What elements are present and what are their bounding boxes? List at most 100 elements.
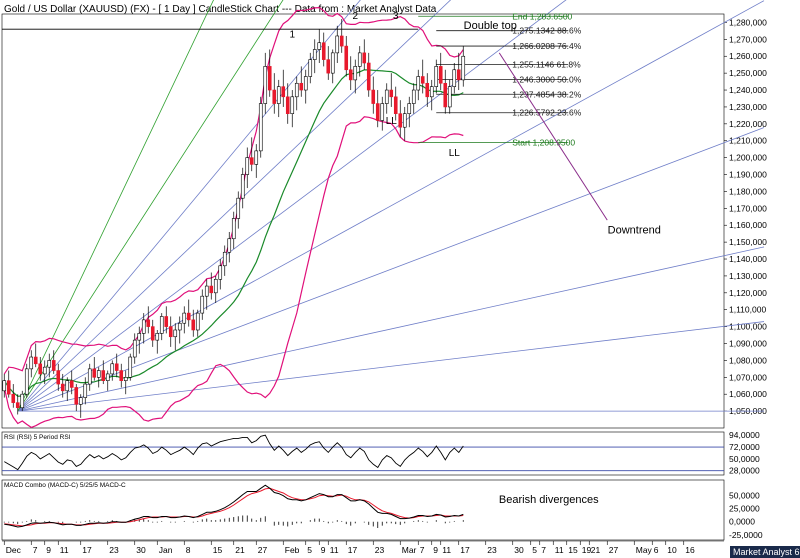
- candle: [326, 46, 331, 80]
- date-tick-label: 17: [460, 545, 470, 555]
- candle: [240, 167, 245, 209]
- candle: [366, 52, 371, 97]
- candle: [375, 90, 380, 128]
- candle: [218, 259, 223, 290]
- price-tick-label: 1,070,000: [729, 372, 767, 382]
- date-tick-label: 7: [541, 545, 546, 555]
- candle: [402, 106, 407, 141]
- candle: [258, 96, 263, 158]
- price-tick-label: 1,200,000: [729, 153, 767, 163]
- date-tick-label: 6: [654, 545, 659, 555]
- date-tick-label: 8: [186, 545, 191, 555]
- candle: [456, 52, 461, 91]
- candle: [182, 306, 187, 334]
- candle: [78, 394, 83, 418]
- candle: [254, 144, 259, 178]
- candle: [299, 66, 304, 97]
- macd-line: [4, 484, 464, 528]
- candle: [47, 353, 52, 378]
- candle: [213, 275, 218, 303]
- candle: [191, 309, 196, 337]
- date-tick-label: 15: [568, 545, 578, 555]
- candle: [344, 35, 349, 77]
- candle: [74, 384, 79, 412]
- date-tick-label: 9: [46, 545, 51, 555]
- price-tick-label: 1,210,000: [729, 136, 767, 146]
- candle: [231, 211, 236, 249]
- candle: [128, 353, 133, 381]
- date-tick-label: 7: [33, 545, 38, 555]
- candle: [353, 59, 358, 94]
- candle: [357, 46, 362, 77]
- candle: [123, 370, 128, 395]
- price-tick-label: 1,170,000: [729, 203, 767, 213]
- fan-line: [17, 127, 765, 412]
- date-tick-label: 27: [258, 545, 268, 555]
- fan-line: [17, 0, 567, 412]
- candle: [276, 79, 281, 118]
- candle: [15, 394, 20, 415]
- candle: [87, 363, 92, 391]
- candle: [119, 363, 124, 388]
- candle: [101, 360, 106, 385]
- price-tick-label: 1,230,000: [729, 102, 767, 112]
- fan-line: [17, 0, 361, 412]
- fan-line: [17, 246, 765, 412]
- price-tick-label: 1,270,000: [729, 34, 767, 44]
- rsi-line: [4, 434, 464, 471]
- date-tick-label: 11: [442, 545, 451, 555]
- bollinger-lower: [3, 116, 464, 429]
- brand-label: Market Analyst 6: [733, 547, 800, 557]
- rsi-title: RSI (RSI) 5 Period RSI: [4, 434, 71, 441]
- date-tick-label: 21: [591, 545, 601, 555]
- fib-level-label: 1,237.4854 38.2%: [512, 89, 581, 99]
- fib-level-label: 1,255.1146 61.8%: [512, 60, 581, 70]
- candle: [204, 279, 209, 310]
- candle: [380, 96, 385, 131]
- macd-annotation: Bearish divergences: [499, 494, 599, 506]
- candle: [132, 333, 137, 364]
- candle: [461, 46, 466, 87]
- date-tick-label: 23: [109, 545, 119, 555]
- candle: [177, 316, 182, 344]
- date-tick-label: Mar: [402, 545, 417, 555]
- candle: [285, 83, 290, 124]
- fan-line: [17, 0, 452, 412]
- candle: [438, 52, 443, 91]
- rsi-panel: RSI (RSI) 5 Period RSI 94,0000 72,0000 50,0…: [1, 430, 760, 476]
- candle: [416, 69, 421, 101]
- brand-badge: [730, 546, 800, 558]
- candle: [290, 90, 295, 128]
- candle: [20, 390, 25, 412]
- date-tick-label: Feb: [285, 545, 300, 555]
- date-tick-label: 23: [375, 545, 385, 555]
- chart-annotation: 3: [393, 11, 399, 22]
- price-tick-label: 1,160,000: [729, 220, 767, 230]
- candle: [92, 357, 97, 381]
- date-tick-label: 11: [60, 545, 69, 555]
- price-tick-label: 1,280,000: [729, 17, 767, 27]
- date-tick-label: Jan: [159, 545, 173, 555]
- candle: [425, 73, 430, 107]
- candle: [420, 59, 425, 94]
- date-tick-label: 17: [82, 545, 92, 555]
- candle: [105, 370, 110, 391]
- date-tick-label: 30: [136, 545, 146, 555]
- chart-title: Gold / US Dollar (XAUUSD) (FX) - [ 1 Day…: [4, 4, 437, 15]
- candle: [348, 56, 353, 91]
- candle: [114, 353, 119, 378]
- candle: [312, 39, 317, 74]
- candle: [6, 370, 11, 398]
- price-tick-label: 1,180,000: [729, 186, 767, 196]
- date-tick-label: 19: [582, 545, 592, 555]
- candle: [209, 272, 214, 300]
- candle: [24, 363, 29, 398]
- candle: [159, 313, 164, 341]
- price-tick-label: 1,240,000: [729, 85, 767, 95]
- date-tick-label: 10: [667, 545, 677, 555]
- candle: [227, 231, 232, 263]
- fan-line: [17, 0, 284, 412]
- fib-level-label: 1,226.5792 23.6%: [512, 108, 581, 118]
- candle: [65, 377, 70, 401]
- fib-level-label: Start 1,208.9500: [512, 138, 575, 148]
